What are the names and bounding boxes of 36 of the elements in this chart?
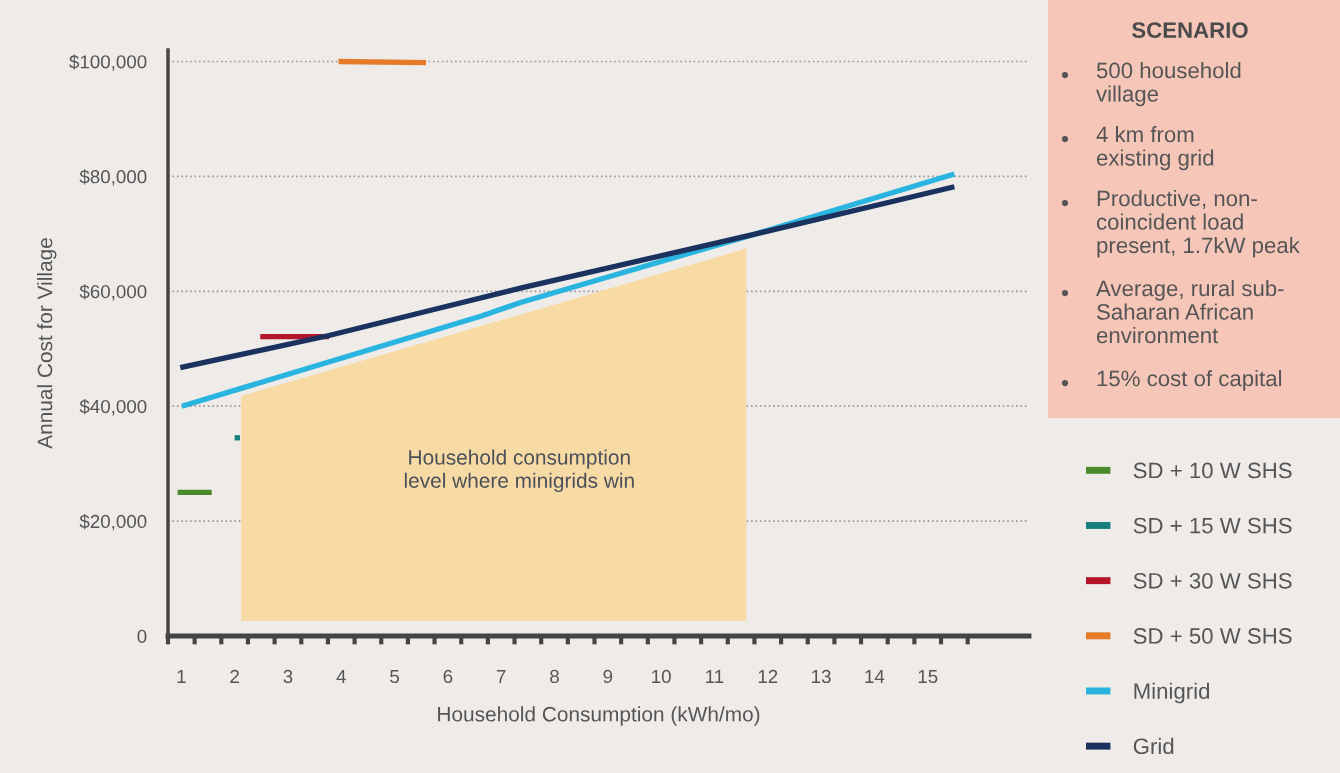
text: 500 household village bbox=[1096, 62, 1241, 107]
text: SCENARIO bbox=[1131, 22, 1248, 38]
x-tick-label: 14 bbox=[865, 670, 885, 683]
x-tick-label: 7 bbox=[496, 670, 506, 683]
y-tick-label: $80,000 bbox=[79, 169, 147, 186]
y-tick-label: $40,000 bbox=[79, 399, 147, 416]
x-tick-label: 9 bbox=[603, 669, 613, 684]
y-tick-label: $20,000 bbox=[79, 514, 147, 531]
y-tick-label: $60,000 bbox=[79, 284, 147, 301]
y-tick-label: 0 bbox=[137, 629, 147, 643]
text: 15% cost of capital bbox=[1097, 370, 1282, 391]
annotation: Household consumption level where minigrids win bbox=[404, 449, 634, 493]
legend-label: Minigrid bbox=[1134, 682, 1210, 704]
legend-label: SD + 30 W SHS bbox=[1133, 572, 1292, 589]
x-tick-label: 11 bbox=[706, 670, 724, 683]
x-axis-title: Household Consumption (kWh/mo) bbox=[438, 706, 760, 726]
x-tick-label: 3 bbox=[283, 669, 293, 684]
y-tick-label: $100,000 bbox=[69, 54, 147, 71]
legend-label: SD + 50 W SHS bbox=[1133, 628, 1292, 644]
x-tick-label: 6 bbox=[443, 669, 453, 684]
legend-label: Grid bbox=[1133, 737, 1174, 755]
y-axis-title: Annual Cost for Village bbox=[37, 238, 57, 449]
legend-label: SD + 15 W SHS bbox=[1133, 517, 1292, 534]
x-tick-label: 13 bbox=[812, 669, 831, 684]
x-tick-label: 1 bbox=[177, 670, 186, 683]
x-tick-label: 2 bbox=[230, 669, 239, 683]
x-tick-label: 5 bbox=[390, 670, 400, 684]
legend-label: SD + 10 W SHS bbox=[1133, 462, 1292, 479]
text: 4 km from existing grid bbox=[1096, 126, 1214, 171]
x-tick-label: 15 bbox=[918, 670, 938, 684]
text: Average, rural sub- Saharan African environment bbox=[1096, 280, 1284, 344]
x-tick-label: 8 bbox=[550, 669, 559, 684]
x-tick-label: 4 bbox=[336, 670, 346, 683]
text: Productive, non- coincident load present, 1.7kW peak bbox=[1096, 190, 1300, 258]
x-tick-label: 12 bbox=[758, 669, 778, 683]
x-tick-label: 10 bbox=[652, 669, 671, 684]
